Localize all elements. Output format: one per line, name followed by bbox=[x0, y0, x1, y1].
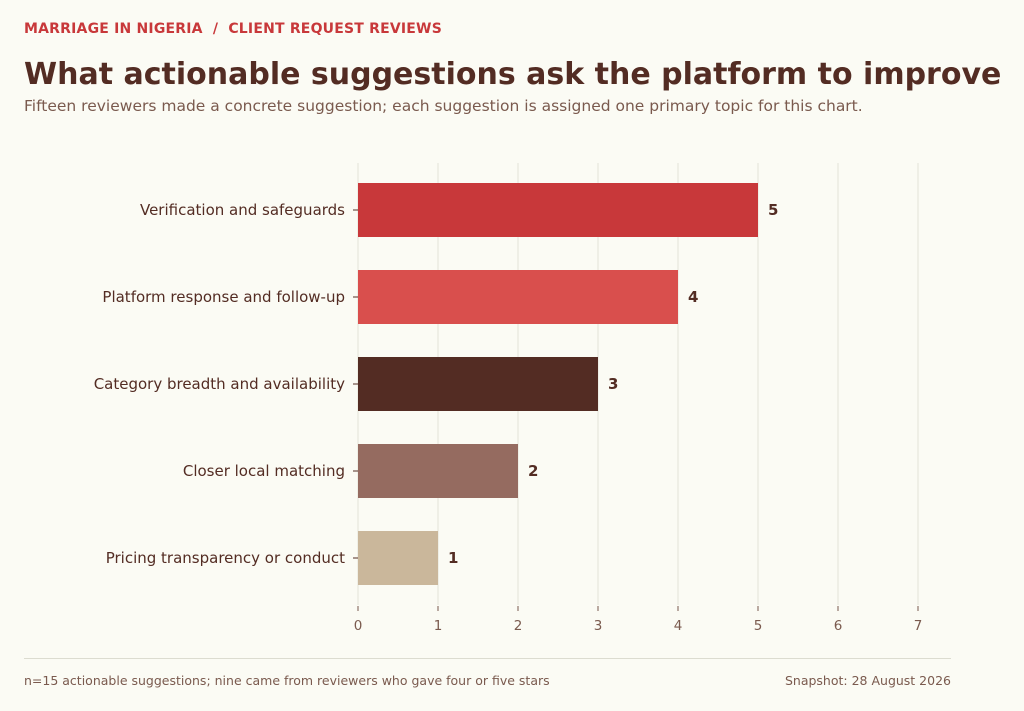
footer-divider bbox=[24, 658, 951, 659]
x-tick-label: 2 bbox=[514, 618, 523, 634]
chart-subtitle: Fifteen reviewers made a concrete sugges… bbox=[24, 97, 863, 115]
category-label: Platform response and follow-up bbox=[102, 288, 345, 306]
x-tick-label: 4 bbox=[674, 618, 683, 634]
bar bbox=[358, 531, 438, 585]
bar bbox=[358, 357, 598, 411]
category-label: Closer local matching bbox=[183, 462, 345, 480]
kicker: MARRIAGE IN NIGERIA / CLIENT REQUEST REV… bbox=[24, 21, 442, 37]
x-tick-label: 7 bbox=[914, 618, 923, 634]
category-label: Verification and safeguards bbox=[140, 201, 345, 219]
x-tick-label: 5 bbox=[754, 618, 763, 634]
bar bbox=[358, 183, 758, 237]
data-label: 1 bbox=[448, 549, 458, 567]
category-label: Pricing transparency or conduct bbox=[106, 549, 345, 567]
data-label: 5 bbox=[768, 201, 778, 219]
x-tick-label: 0 bbox=[354, 618, 363, 634]
bar bbox=[358, 270, 678, 324]
data-label: 3 bbox=[608, 375, 618, 393]
footnote: n=15 actionable suggestions; nine came f… bbox=[24, 673, 550, 688]
x-tick-label: 6 bbox=[834, 618, 843, 634]
bar bbox=[358, 444, 518, 498]
x-tick-label: 3 bbox=[594, 618, 603, 634]
data-label: 2 bbox=[528, 462, 538, 480]
data-label: 4 bbox=[688, 288, 698, 306]
x-tick-label: 1 bbox=[434, 618, 443, 634]
snapshot-date: Snapshot: 28 August 2026 bbox=[784, 673, 951, 688]
chart-title: What actionable suggestions ask the plat… bbox=[24, 57, 1002, 92]
category-label: Category breadth and availability bbox=[94, 375, 345, 393]
